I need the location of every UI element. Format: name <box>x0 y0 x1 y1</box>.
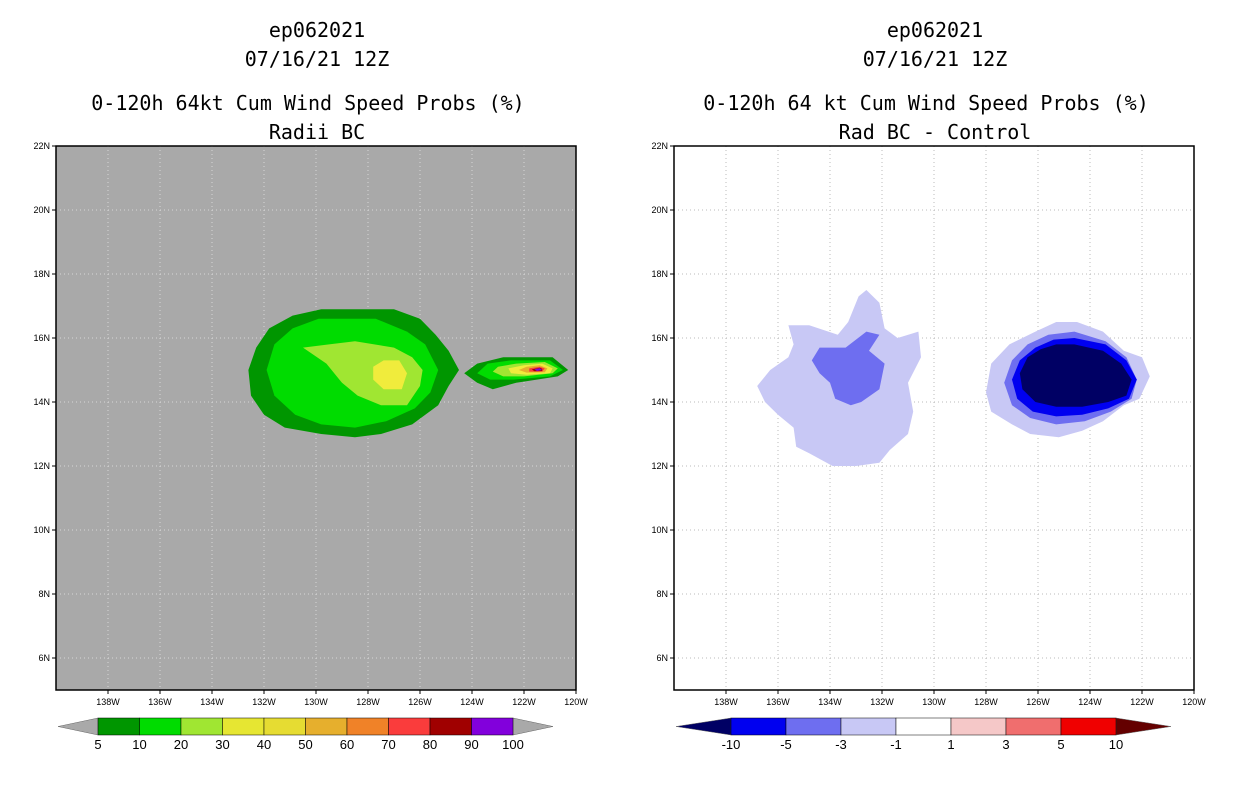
colorbar-swatch <box>222 717 265 736</box>
colorbar-swatch <box>180 717 223 736</box>
colorbar-label: 70 <box>381 737 395 752</box>
left-panel: 138W 136W 134W 132W 130W 128W 126W 124W 122W 120W… <box>33 141 588 752</box>
colorbar-label: -5 <box>780 737 792 752</box>
colorbar-label: 3 <box>1002 737 1009 752</box>
colorbar-label: 80 <box>423 737 437 752</box>
colorbar-swatch <box>1005 717 1062 736</box>
x-tick-label: 134W <box>818 697 842 707</box>
x-tick-label: 132W <box>870 697 894 707</box>
colorbar-label: 100 <box>502 737 524 752</box>
colorbar-label: 5 <box>94 737 101 752</box>
colorbar-label: -10 <box>722 737 741 752</box>
colorbar-swatch <box>950 717 1007 736</box>
colorbar-swatch <box>263 717 306 736</box>
left-chart-subtitle: Radii BC <box>268 120 366 144</box>
y-tick-label: 8N <box>656 589 668 599</box>
y-tick-label: 16N <box>33 333 50 343</box>
colorbar-swatch <box>895 717 952 736</box>
y-tick-label: 18N <box>33 269 50 279</box>
colorbar-label: 20 <box>174 737 188 752</box>
colorbar-label: 1 <box>947 737 954 752</box>
colorbar-swatch <box>840 717 897 736</box>
contour-level-30-3 <box>373 360 407 390</box>
colorbar-swatch <box>785 717 842 736</box>
right-storm-id: ep062021 <box>886 18 984 42</box>
right-chart-subtitle: Rad BC - Control <box>838 120 1032 144</box>
x-tick-label: 128W <box>356 697 380 707</box>
x-tick-label: 132W <box>252 697 276 707</box>
y-tick-label: 8N <box>38 589 50 599</box>
colorbar-swatch <box>305 717 348 736</box>
x-tick-label: 136W <box>148 697 172 707</box>
left-datetime: 07/16/21 12Z <box>244 47 390 71</box>
x-tick-label: 126W <box>408 697 432 707</box>
colorbar-swatch <box>139 717 182 736</box>
colorbar-under-triangle <box>57 717 99 736</box>
x-tick-label: 126W <box>1026 697 1050 707</box>
colorbar-over-triangle <box>1115 717 1172 736</box>
x-tick-label: 130W <box>922 697 946 707</box>
x-tick-label: 120W <box>564 697 588 707</box>
right-panel: 138W 136W 134W 132W 130W 128W 126W 124W 122W 120W… <box>651 141 1206 752</box>
y-tick-label: 12N <box>33 461 50 471</box>
y-tick-label: 22N <box>33 141 50 151</box>
x-tick-label: 120W <box>1182 697 1206 707</box>
x-tick-label: 138W <box>714 697 738 707</box>
colorbar-label: 30 <box>215 737 229 752</box>
x-tick-label: 122W <box>1130 697 1154 707</box>
x-tick-label: 130W <box>304 697 328 707</box>
x-tick-label: 124W <box>460 697 484 707</box>
colorbar-label: 40 <box>257 737 271 752</box>
colorbar-label: -3 <box>835 737 847 752</box>
colorbar-swatch <box>346 717 389 736</box>
colorbar-swatch <box>730 717 787 736</box>
right-datetime: 07/16/21 12Z <box>862 47 1008 71</box>
colorbar-label: -1 <box>890 737 902 752</box>
colorbar-label: 90 <box>464 737 478 752</box>
y-tick-label: 16N <box>651 333 668 343</box>
y-tick-label: 20N <box>33 205 50 215</box>
x-tick-label: 136W <box>766 697 790 707</box>
x-tick-label: 128W <box>974 697 998 707</box>
contour-level-neg10-5 <box>1019 344 1132 407</box>
left-chart-title: 0-120h 64kt Cum Wind Speed Probs (%) <box>91 91 525 115</box>
x-tick-label: 122W <box>512 697 536 707</box>
contour-level-90-11 <box>534 368 543 371</box>
x-tick-label: 124W <box>1078 697 1102 707</box>
colorbar-under-triangle <box>675 717 732 736</box>
colorbar-swatch <box>1060 717 1117 736</box>
right-chart-title: 0-120h 64 kt Cum Wind Speed Probs (%) <box>703 91 1149 115</box>
y-tick-label: 6N <box>38 653 50 663</box>
contour-level-neg3-1 <box>811 331 885 406</box>
x-tick-label: 134W <box>200 697 224 707</box>
y-tick-label: 12N <box>651 461 668 471</box>
y-tick-label: 10N <box>33 525 50 535</box>
colorbar-label: 60 <box>340 737 354 752</box>
colorbar-label: 10 <box>1109 737 1123 752</box>
x-tick-label: 138W <box>96 697 120 707</box>
y-tick-label: 6N <box>656 653 668 663</box>
colorbar-over-triangle <box>512 717 554 736</box>
y-tick-label: 10N <box>651 525 668 535</box>
y-tick-label: 14N <box>651 397 668 407</box>
y-tick-label: 18N <box>651 269 668 279</box>
left-storm-id: ep062021 <box>268 18 366 42</box>
colorbar-label: 50 <box>298 737 312 752</box>
y-tick-label: 14N <box>33 397 50 407</box>
colorbar-swatch <box>388 717 431 736</box>
y-tick-label: 20N <box>651 205 668 215</box>
y-tick-label: 22N <box>651 141 668 151</box>
colorbar-swatch <box>429 717 472 736</box>
colorbar-swatch <box>471 717 514 736</box>
colorbar-label: 10 <box>132 737 146 752</box>
colorbar-label: 5 <box>1057 737 1064 752</box>
colorbar-swatch <box>97 717 140 736</box>
